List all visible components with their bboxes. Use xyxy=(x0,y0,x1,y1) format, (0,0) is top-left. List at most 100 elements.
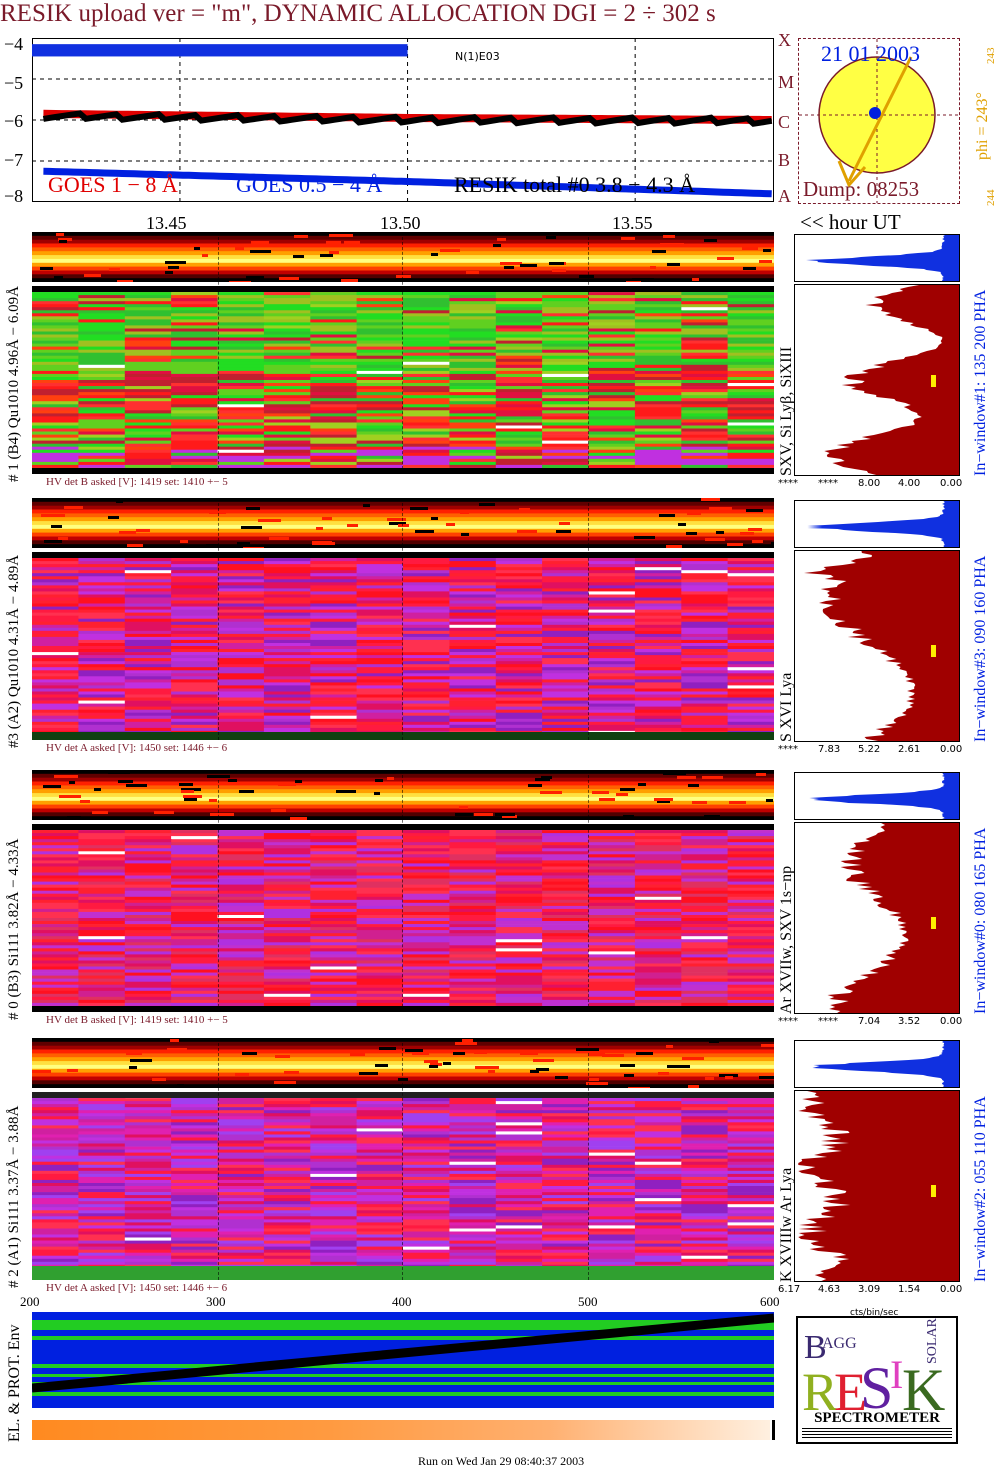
spectrogram-cell xyxy=(403,685,450,689)
spectrogram-cell xyxy=(403,954,450,958)
spectrogram-cell xyxy=(32,1131,79,1135)
header-band xyxy=(32,781,774,786)
spectrogram-cell xyxy=(634,670,682,674)
spectrogram-cell xyxy=(171,918,219,922)
spectrogram-cell xyxy=(727,933,774,937)
spectrogram-cell xyxy=(217,455,265,460)
spectrogram-cell xyxy=(634,1101,682,1105)
spectrogram-cell xyxy=(727,1207,774,1211)
spectrogram-cell xyxy=(356,1119,404,1123)
spectrogram-cell xyxy=(449,951,497,955)
header-speckle xyxy=(742,247,758,250)
spectrogram-cell xyxy=(78,996,126,1001)
spectrogram-cell xyxy=(124,401,172,405)
spectrogram-cell xyxy=(217,440,265,444)
spectrogram-cell xyxy=(124,1258,172,1263)
spectrogram-cell xyxy=(171,872,219,876)
header-speckle xyxy=(250,250,271,253)
spectrogram-cell xyxy=(588,1249,636,1254)
spectrogram-cell xyxy=(171,377,219,381)
spectrogram-cell xyxy=(356,664,404,668)
spectrogram-cell xyxy=(171,866,219,870)
spectrogram-cell xyxy=(542,706,590,710)
spectrogram-header-svg xyxy=(32,498,774,548)
spectrogram-cell xyxy=(217,564,265,568)
spectrogram-cell xyxy=(495,1222,543,1226)
spectrogram-cell xyxy=(403,999,450,1004)
spectrogram-cell xyxy=(217,951,265,955)
spectrogram-cell xyxy=(727,349,774,354)
spectrogram-cell xyxy=(171,1246,219,1250)
spectrogram-cell xyxy=(32,655,79,659)
spectrogram-cell xyxy=(727,636,774,641)
spectrogram-cell xyxy=(217,706,265,710)
spectrogram-cell xyxy=(217,1110,265,1114)
spectrogram-cell xyxy=(403,1216,450,1220)
spectrogram-cell xyxy=(32,1137,79,1141)
spectrogram-cell xyxy=(495,706,543,710)
spectrogram-cell xyxy=(542,670,590,674)
spectrogram-cell xyxy=(217,1198,265,1202)
logo-fineprint xyxy=(802,1428,952,1440)
header-speckle xyxy=(80,800,90,803)
spectrogram-cell xyxy=(217,1219,265,1223)
spectrogram-cell xyxy=(217,899,265,904)
spectrogram-cell xyxy=(217,1240,265,1244)
spectrogram-body xyxy=(32,824,774,1012)
spectrogram-cell xyxy=(727,301,774,305)
spectrogram-cell xyxy=(124,990,172,995)
spectrogram-cell xyxy=(356,655,404,659)
spectrogram-cell xyxy=(727,404,774,408)
spectrogram-cell xyxy=(217,703,265,707)
spectrogram-cell xyxy=(124,712,172,717)
spectrogram-edge xyxy=(32,552,774,558)
spectrogram-cell xyxy=(681,340,729,344)
spectrogram-cell xyxy=(217,1204,265,1208)
spectrogram-cell xyxy=(124,355,172,360)
spectrogram-cell xyxy=(588,370,636,375)
spectrogram-cell xyxy=(681,694,729,698)
spectrogram-cell xyxy=(542,945,590,949)
spectrogram-cell xyxy=(727,361,774,366)
spectrogram-cell xyxy=(78,860,126,864)
spectrogram-cell xyxy=(171,939,219,943)
spectrogram-cell xyxy=(78,1113,126,1117)
pha-main-svg xyxy=(804,551,959,741)
spectrogram-cell xyxy=(310,951,358,955)
spectrogram-cell xyxy=(310,573,358,577)
spectrogram-cell xyxy=(588,833,636,837)
spectrogram-cell xyxy=(217,918,265,922)
spectrogram-cell xyxy=(403,969,450,973)
spectrogram-cell xyxy=(495,987,543,992)
spectrogram-cell xyxy=(542,639,590,644)
spectrogram-cell xyxy=(310,1158,358,1163)
spectrogram-cell xyxy=(124,1113,172,1117)
spectrogram-cell xyxy=(542,322,590,326)
spectrogram-cell xyxy=(78,440,126,444)
spectrogram-cell xyxy=(171,404,219,408)
spectrogram-cell xyxy=(727,975,774,979)
spectrogram-cell xyxy=(356,352,404,357)
spectrogram-cell xyxy=(634,349,682,354)
flare-class-a: A xyxy=(778,186,791,206)
spectrogram-cell xyxy=(217,1125,265,1129)
spectrogram-cell xyxy=(356,658,404,662)
spectrogram-cell xyxy=(310,380,358,384)
spectrogram-cell xyxy=(727,440,774,444)
spectrogram-cell xyxy=(32,978,79,982)
spectrogram-cell xyxy=(171,981,219,986)
spectrogram-cell xyxy=(727,383,774,387)
spectrogram-cell xyxy=(217,670,265,674)
spectrogram-cell xyxy=(588,389,636,393)
spectrogram-cell xyxy=(32,667,79,671)
spectrogram-cell xyxy=(727,875,774,879)
spectrogram-cell xyxy=(681,567,729,571)
pha-top-area xyxy=(812,1041,959,1087)
spectrogram-cell xyxy=(78,364,126,369)
header-speckle xyxy=(379,1047,396,1050)
spectrogram-cell xyxy=(634,401,682,405)
spectrogram-cell xyxy=(124,591,172,595)
spectrogram-cell xyxy=(217,1152,265,1156)
spectrogram-cell xyxy=(310,343,358,347)
spectrogram-cell xyxy=(495,869,543,873)
